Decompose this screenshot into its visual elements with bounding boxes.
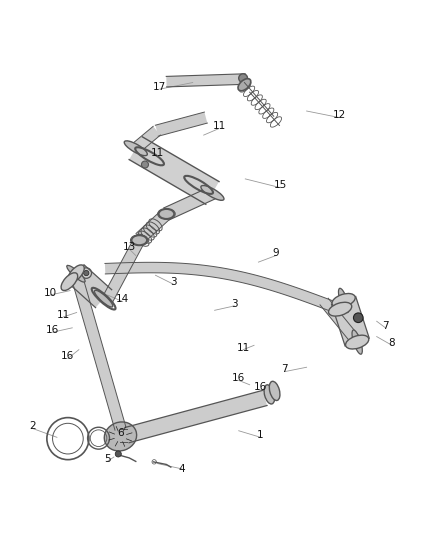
Polygon shape xyxy=(332,296,369,346)
Ellipse shape xyxy=(243,76,248,88)
Text: 16: 16 xyxy=(232,373,245,383)
Ellipse shape xyxy=(352,330,362,354)
Ellipse shape xyxy=(328,302,352,316)
Text: 11: 11 xyxy=(151,148,164,158)
Text: 14: 14 xyxy=(116,294,129,304)
Text: 6: 6 xyxy=(117,428,124,438)
Text: 12: 12 xyxy=(333,110,346,120)
Ellipse shape xyxy=(61,273,78,290)
Ellipse shape xyxy=(264,385,275,404)
Text: 11: 11 xyxy=(212,122,226,131)
Text: 16: 16 xyxy=(46,325,59,335)
Ellipse shape xyxy=(346,335,369,349)
Text: 16: 16 xyxy=(61,351,74,361)
Text: 4: 4 xyxy=(178,464,185,474)
Polygon shape xyxy=(164,187,215,220)
Circle shape xyxy=(115,451,121,457)
Text: 15: 15 xyxy=(274,181,287,190)
Polygon shape xyxy=(320,298,361,345)
Text: 17: 17 xyxy=(153,82,166,92)
Text: 10: 10 xyxy=(44,288,57,298)
Circle shape xyxy=(141,161,148,168)
Text: 16: 16 xyxy=(254,382,267,392)
Text: 7: 7 xyxy=(382,321,389,330)
Ellipse shape xyxy=(95,290,113,307)
Ellipse shape xyxy=(104,422,137,451)
Text: 8: 8 xyxy=(389,338,396,348)
Polygon shape xyxy=(120,429,127,442)
Text: 5: 5 xyxy=(104,454,111,464)
Text: 3: 3 xyxy=(170,277,177,287)
Text: 2: 2 xyxy=(29,422,36,431)
Polygon shape xyxy=(166,74,245,87)
Ellipse shape xyxy=(67,265,84,282)
Ellipse shape xyxy=(124,141,147,156)
Text: 1: 1 xyxy=(257,430,264,440)
Ellipse shape xyxy=(238,79,251,91)
Circle shape xyxy=(353,313,363,322)
Text: 13: 13 xyxy=(123,242,136,252)
Polygon shape xyxy=(71,272,126,430)
Text: 9: 9 xyxy=(272,248,279,259)
Circle shape xyxy=(239,74,247,83)
Polygon shape xyxy=(68,265,112,308)
Ellipse shape xyxy=(131,236,147,245)
Text: 11: 11 xyxy=(237,343,250,352)
Circle shape xyxy=(84,270,89,276)
Polygon shape xyxy=(129,137,219,204)
Polygon shape xyxy=(136,209,170,243)
Text: 3: 3 xyxy=(231,298,238,309)
Text: 11: 11 xyxy=(57,310,70,320)
Polygon shape xyxy=(125,390,267,443)
Polygon shape xyxy=(155,112,207,136)
Polygon shape xyxy=(132,126,160,152)
Text: 7: 7 xyxy=(281,365,288,374)
Polygon shape xyxy=(105,262,339,313)
Ellipse shape xyxy=(159,209,174,219)
Polygon shape xyxy=(103,238,144,301)
Ellipse shape xyxy=(201,185,224,200)
Ellipse shape xyxy=(269,381,280,400)
Ellipse shape xyxy=(67,265,85,282)
Ellipse shape xyxy=(332,294,355,308)
Ellipse shape xyxy=(339,288,349,312)
